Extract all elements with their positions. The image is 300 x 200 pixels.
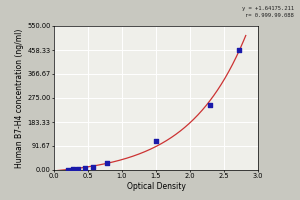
Y-axis label: Human B7-H4 concentration (ng/ml): Human B7-H4 concentration (ng/ml) (15, 28, 24, 168)
Point (208, 103, 213, 106)
Point (237, 48, 242, 51)
Point (82, 166, 87, 170)
X-axis label: Optical Density: Optical Density (127, 182, 185, 191)
Text: y = +1.64175.211
r= 0.999.99.088: y = +1.64175.211 r= 0.999.99.088 (242, 6, 294, 18)
Point (154, 140, 158, 143)
Point (65, 168, 70, 171)
Point (75, 167, 80, 170)
Point (70, 168, 75, 171)
Point (91, 165, 96, 168)
Point (105, 162, 110, 165)
